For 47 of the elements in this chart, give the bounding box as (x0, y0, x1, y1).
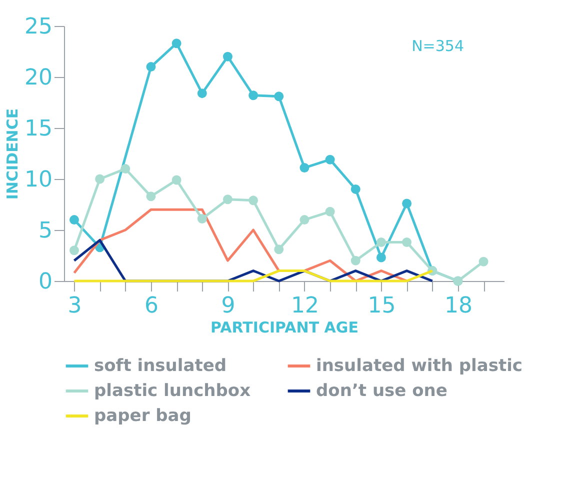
point (478, 256, 488, 266)
x-tick-label: 15 (368, 294, 396, 318)
y-axis-title: INCIDENCE (4, 108, 22, 200)
legend-label: soft insulated (94, 356, 227, 376)
point (402, 198, 412, 208)
point (300, 215, 310, 225)
point (222, 194, 232, 204)
point (350, 256, 360, 266)
x-tick-label: 6 (144, 294, 158, 318)
x-tick-label: 18 (444, 294, 472, 318)
point (95, 174, 105, 184)
x-tick-label: 9 (221, 294, 236, 318)
point (274, 244, 284, 254)
point (69, 215, 79, 225)
point (197, 88, 207, 98)
point (300, 163, 310, 173)
y-tick-label: 20 (24, 66, 52, 90)
x-axis-title: PARTICIPANT AGE (210, 318, 358, 336)
point (197, 214, 207, 224)
point (146, 62, 156, 72)
point (376, 252, 386, 262)
point (172, 175, 182, 185)
y-tick-label: 10 (24, 168, 52, 192)
point (120, 164, 130, 174)
y-tick-label: 0 (38, 270, 52, 294)
point (69, 246, 79, 256)
point (402, 238, 412, 247)
point (325, 206, 335, 216)
point (172, 38, 182, 48)
legend-label: insulated with plastic (316, 356, 522, 376)
point (274, 92, 284, 102)
y-tick-label: 5 (38, 218, 52, 244)
point (222, 52, 232, 62)
y-tick-label: 15 (24, 116, 52, 142)
legend-label: paper bag (94, 406, 192, 426)
point (248, 196, 258, 206)
annotation: N=354 (412, 37, 464, 55)
x-tick-label: 3 (68, 294, 82, 318)
point (146, 192, 156, 202)
legend-label: don’t use one (316, 381, 448, 401)
legend-label: plastic lunchbox (94, 381, 251, 401)
point (325, 154, 335, 164)
point (248, 90, 258, 100)
x-tick-label: 12 (290, 294, 319, 318)
y-tick-label: 25 (24, 14, 52, 40)
point (350, 184, 360, 194)
point (376, 238, 386, 247)
